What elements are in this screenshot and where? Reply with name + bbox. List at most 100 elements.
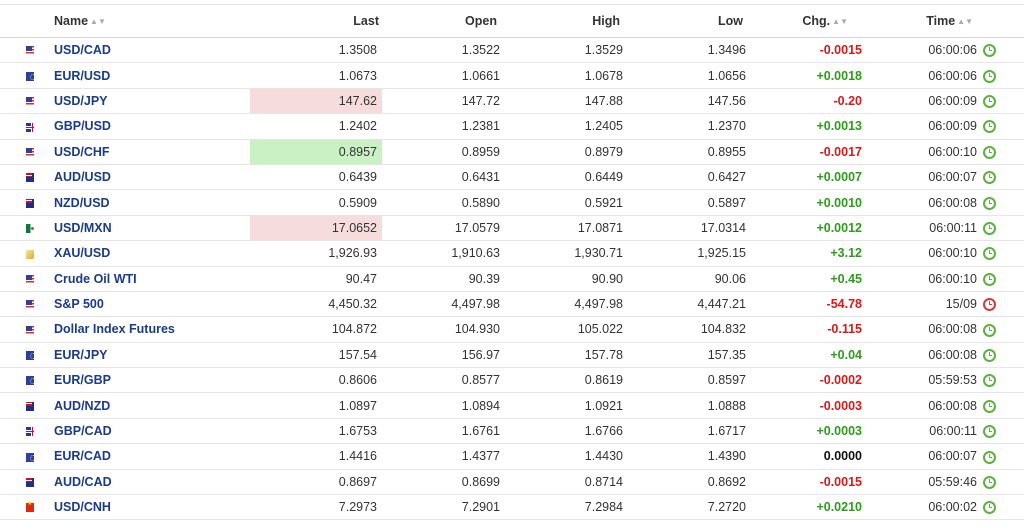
low-price: 104.832: [700, 322, 746, 337]
high-price: 1.6766: [584, 424, 623, 439]
last-price: 4,450.32: [328, 297, 377, 312]
flag-cell: [0, 495, 34, 520]
low-price: 147.56: [707, 93, 746, 108]
high-price: 0.8714: [584, 474, 623, 489]
instrument-link[interactable]: USD/CNH: [54, 500, 111, 515]
clock-icon: [983, 44, 996, 58]
low-price: 7.2720: [707, 500, 746, 515]
instrument-link[interactable]: EUR/GBP: [54, 373, 111, 388]
status-cell: [977, 291, 1024, 316]
time-value: 06:00:11: [929, 424, 977, 439]
instrument-link[interactable]: Dollar Index Futures: [54, 322, 175, 337]
low-price: 1,925.15: [697, 246, 746, 261]
status-cell: [977, 88, 1024, 113]
instrument-link[interactable]: AUD/CAD: [54, 474, 112, 489]
instrument-link[interactable]: AUD/NZD: [54, 398, 111, 413]
flag-cell: [0, 38, 34, 63]
instrument-link[interactable]: GBP/USD: [54, 119, 111, 134]
instrument-link[interactable]: USD/CHF: [54, 144, 110, 159]
low-price: 1.0888: [707, 398, 746, 413]
instrument-link[interactable]: S&P 500: [54, 297, 104, 312]
last-price: 1.3508: [338, 43, 377, 58]
clock-icon: [983, 247, 996, 261]
low-price: 0.8597: [707, 373, 746, 388]
open-price: 0.6431: [461, 170, 500, 185]
last-price: 0.8606: [338, 373, 377, 388]
instrument-link[interactable]: USD/JPY: [54, 93, 108, 108]
open-price: 1,910.63: [451, 246, 500, 261]
sort-icon[interactable]: ▲▼: [957, 17, 973, 27]
table-row: EUR/USD 1.0673 1.0661 1.0678 1.0656 +0.0018 06…: [0, 63, 1024, 89]
gb-flag-icon: [26, 122, 34, 132]
last-price: 1.6753: [338, 424, 377, 439]
flag-cell: [0, 418, 34, 443]
clock-icon: [983, 222, 996, 236]
status-cell: [977, 63, 1024, 88]
open-price: 0.5890: [461, 195, 500, 210]
instrument-link[interactable]: EUR/CAD: [54, 449, 111, 464]
sort-icon[interactable]: ▲▼: [90, 17, 106, 27]
open-price: 147.72: [461, 93, 500, 108]
time-value: 06:00:07: [928, 449, 977, 464]
open-price: 4,497.98: [451, 297, 500, 312]
eu-flag-icon: [26, 452, 34, 462]
header-chg[interactable]: Chg. ▲▼: [746, 4, 862, 38]
table-row: GBP/USD 1.2402 1.2381 1.2405 1.2370 +0.0013 06…: [0, 114, 1024, 140]
instrument-link[interactable]: Crude Oil WTI: [54, 271, 137, 286]
flag-cell: [0, 444, 34, 469]
open-price: 90.39: [468, 271, 500, 286]
header-last: Last: [250, 4, 382, 38]
clock-icon: [983, 450, 996, 464]
sort-icon[interactable]: ▲▼: [832, 17, 848, 27]
cn-flag-icon: [26, 500, 34, 513]
us-flag-icon: [26, 300, 34, 310]
change-value: +0.0012: [816, 220, 862, 235]
quotes-body: USD/CAD 1.3508 1.3522 1.3529 1.3496 -0.0015 06…: [0, 38, 1024, 520]
high-price: 1.3529: [584, 43, 623, 58]
open-price: 0.8699: [461, 474, 500, 489]
low-price: 90.06: [714, 271, 746, 286]
low-price: 1.6717: [707, 424, 746, 439]
flag-cell: [0, 63, 34, 88]
instrument-link[interactable]: NZD/USD: [54, 195, 110, 210]
instrument-link[interactable]: EUR/JPY: [54, 347, 108, 362]
last-price: 1.2402: [338, 119, 377, 134]
low-price: 1.0656: [707, 68, 746, 83]
clock-icon: [983, 145, 996, 159]
instrument-name-cell: AUD/NZD: [34, 393, 250, 418]
open-price: 104.930: [454, 322, 500, 337]
instrument-name-cell: Crude Oil WTI: [34, 266, 250, 291]
status-cell: [977, 139, 1024, 164]
status-cell: [977, 266, 1024, 291]
change-value: +0.45: [830, 271, 862, 286]
table-row: EUR/CAD 1.4416 1.4377 1.4430 1.4390 0.0000 06:…: [0, 444, 1024, 470]
flag-cell: [0, 215, 34, 240]
header-name[interactable]: Name ▲▼: [34, 4, 250, 38]
status-cell: [977, 190, 1024, 215]
instrument-link[interactable]: GBP/CAD: [54, 424, 112, 439]
instrument-link[interactable]: USD/CAD: [54, 43, 111, 58]
instrument-link[interactable]: USD/MXN: [54, 220, 112, 235]
flag-cell: [0, 469, 34, 494]
header-time[interactable]: Time ▲▼: [862, 4, 977, 38]
open-price: 0.8959: [461, 144, 500, 159]
table-row: S&P 500 4,450.32 4,497.98 4,497.98 4,447.21 -…: [0, 291, 1024, 317]
time-value: 06:00:06: [928, 43, 977, 58]
flag-cell: [0, 317, 34, 342]
change-value: +0.0003: [816, 424, 862, 439]
open-price: 7.2901: [461, 500, 500, 515]
last-price: 147.62: [250, 88, 382, 114]
clock-icon: [983, 323, 996, 337]
time-value: 06:00:10: [928, 246, 977, 261]
instrument-link[interactable]: XAU/USD: [54, 246, 111, 261]
instrument-link[interactable]: AUD/USD: [54, 170, 111, 185]
instrument-name-cell: Dollar Index Futures: [34, 317, 250, 342]
instrument-link[interactable]: EUR/USD: [54, 68, 111, 83]
us-flag-icon: [26, 147, 34, 157]
high-price: 1.2405: [584, 119, 623, 134]
high-price: 90.90: [591, 271, 623, 286]
us-flag-icon: [26, 46, 34, 56]
change-value: 0.0000: [823, 449, 862, 464]
instrument-name-cell: EUR/USD: [34, 63, 250, 88]
last-price: 157.54: [338, 347, 377, 362]
